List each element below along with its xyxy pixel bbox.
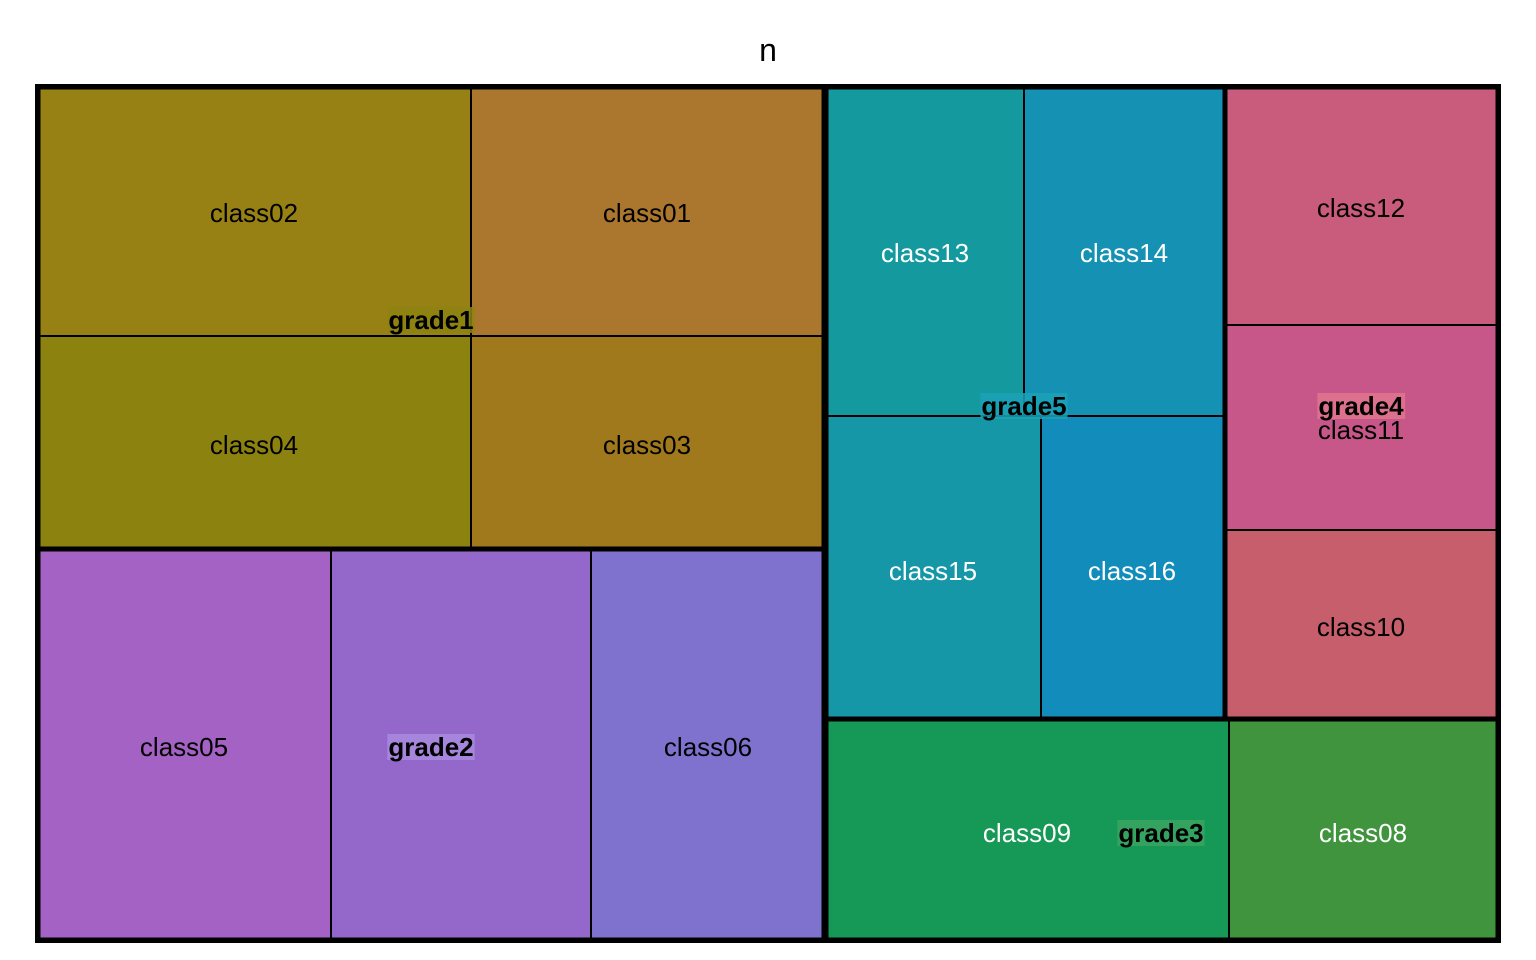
tile-label-class04: class04 — [210, 430, 298, 460]
treemap-frame — [35, 84, 1501, 943]
tile-label-class02: class02 — [210, 198, 298, 228]
group-label-bg-grade2 — [387, 734, 475, 760]
group-label-bg-grade4 — [1317, 393, 1406, 419]
chart-title: n — [759, 32, 777, 68]
tile-class14 — [1023, 86, 1226, 417]
tile-label-class15: class15 — [889, 556, 977, 586]
tile-label-class16: class16 — [1088, 556, 1176, 586]
tile-class05 — [37, 548, 332, 941]
tile-class16 — [1040, 415, 1226, 720]
tile-label-class13: class13 — [881, 238, 969, 268]
tile-label-class10: class10 — [1317, 612, 1405, 642]
tile-label-class11: class11 — [1318, 415, 1404, 445]
group-grade1: class02 class01 class04 class03 — [35, 84, 827, 552]
tile-label-class09: class09 — [983, 818, 1071, 848]
tile-label-class14: class14 — [1080, 238, 1168, 268]
group-grade5: class13 class14 class15 class16 — [823, 84, 1228, 722]
tile-class11 — [1224, 324, 1499, 531]
tile-label-class03: class03 — [603, 430, 691, 460]
tile-class03 — [470, 335, 825, 550]
tile-label-class06: class06 — [664, 732, 752, 762]
group-label-bg-grade3 — [1117, 820, 1205, 846]
tile-label-class08: class08 — [1319, 818, 1407, 848]
group-label-grade4: grade4 — [1318, 391, 1404, 421]
tile-label-class01: class01 — [603, 198, 691, 228]
tile-label-class12: class12 — [1317, 193, 1405, 223]
group-label-grade3: grade3 — [1118, 818, 1203, 848]
tile-class15 — [825, 415, 1042, 720]
tile-class08 — [1228, 718, 1499, 941]
tile-class06 — [590, 548, 825, 941]
tile-class10 — [1224, 529, 1499, 720]
group-grade3: class09 class08 — [823, 716, 1501, 943]
tile-label-class05: class05 — [140, 732, 228, 762]
group-label-grade2: grade2 — [388, 732, 473, 762]
group-grade4: class12 class11 class10 — [1222, 84, 1501, 722]
group-label-grade1: grade1 — [388, 305, 473, 335]
group-label-bg-grade1 — [387, 307, 475, 333]
group-label-grade5: grade5 — [981, 391, 1066, 421]
group-grade2: class05 class06 — [35, 546, 827, 943]
group-label-bg-grade5 — [980, 393, 1068, 419]
